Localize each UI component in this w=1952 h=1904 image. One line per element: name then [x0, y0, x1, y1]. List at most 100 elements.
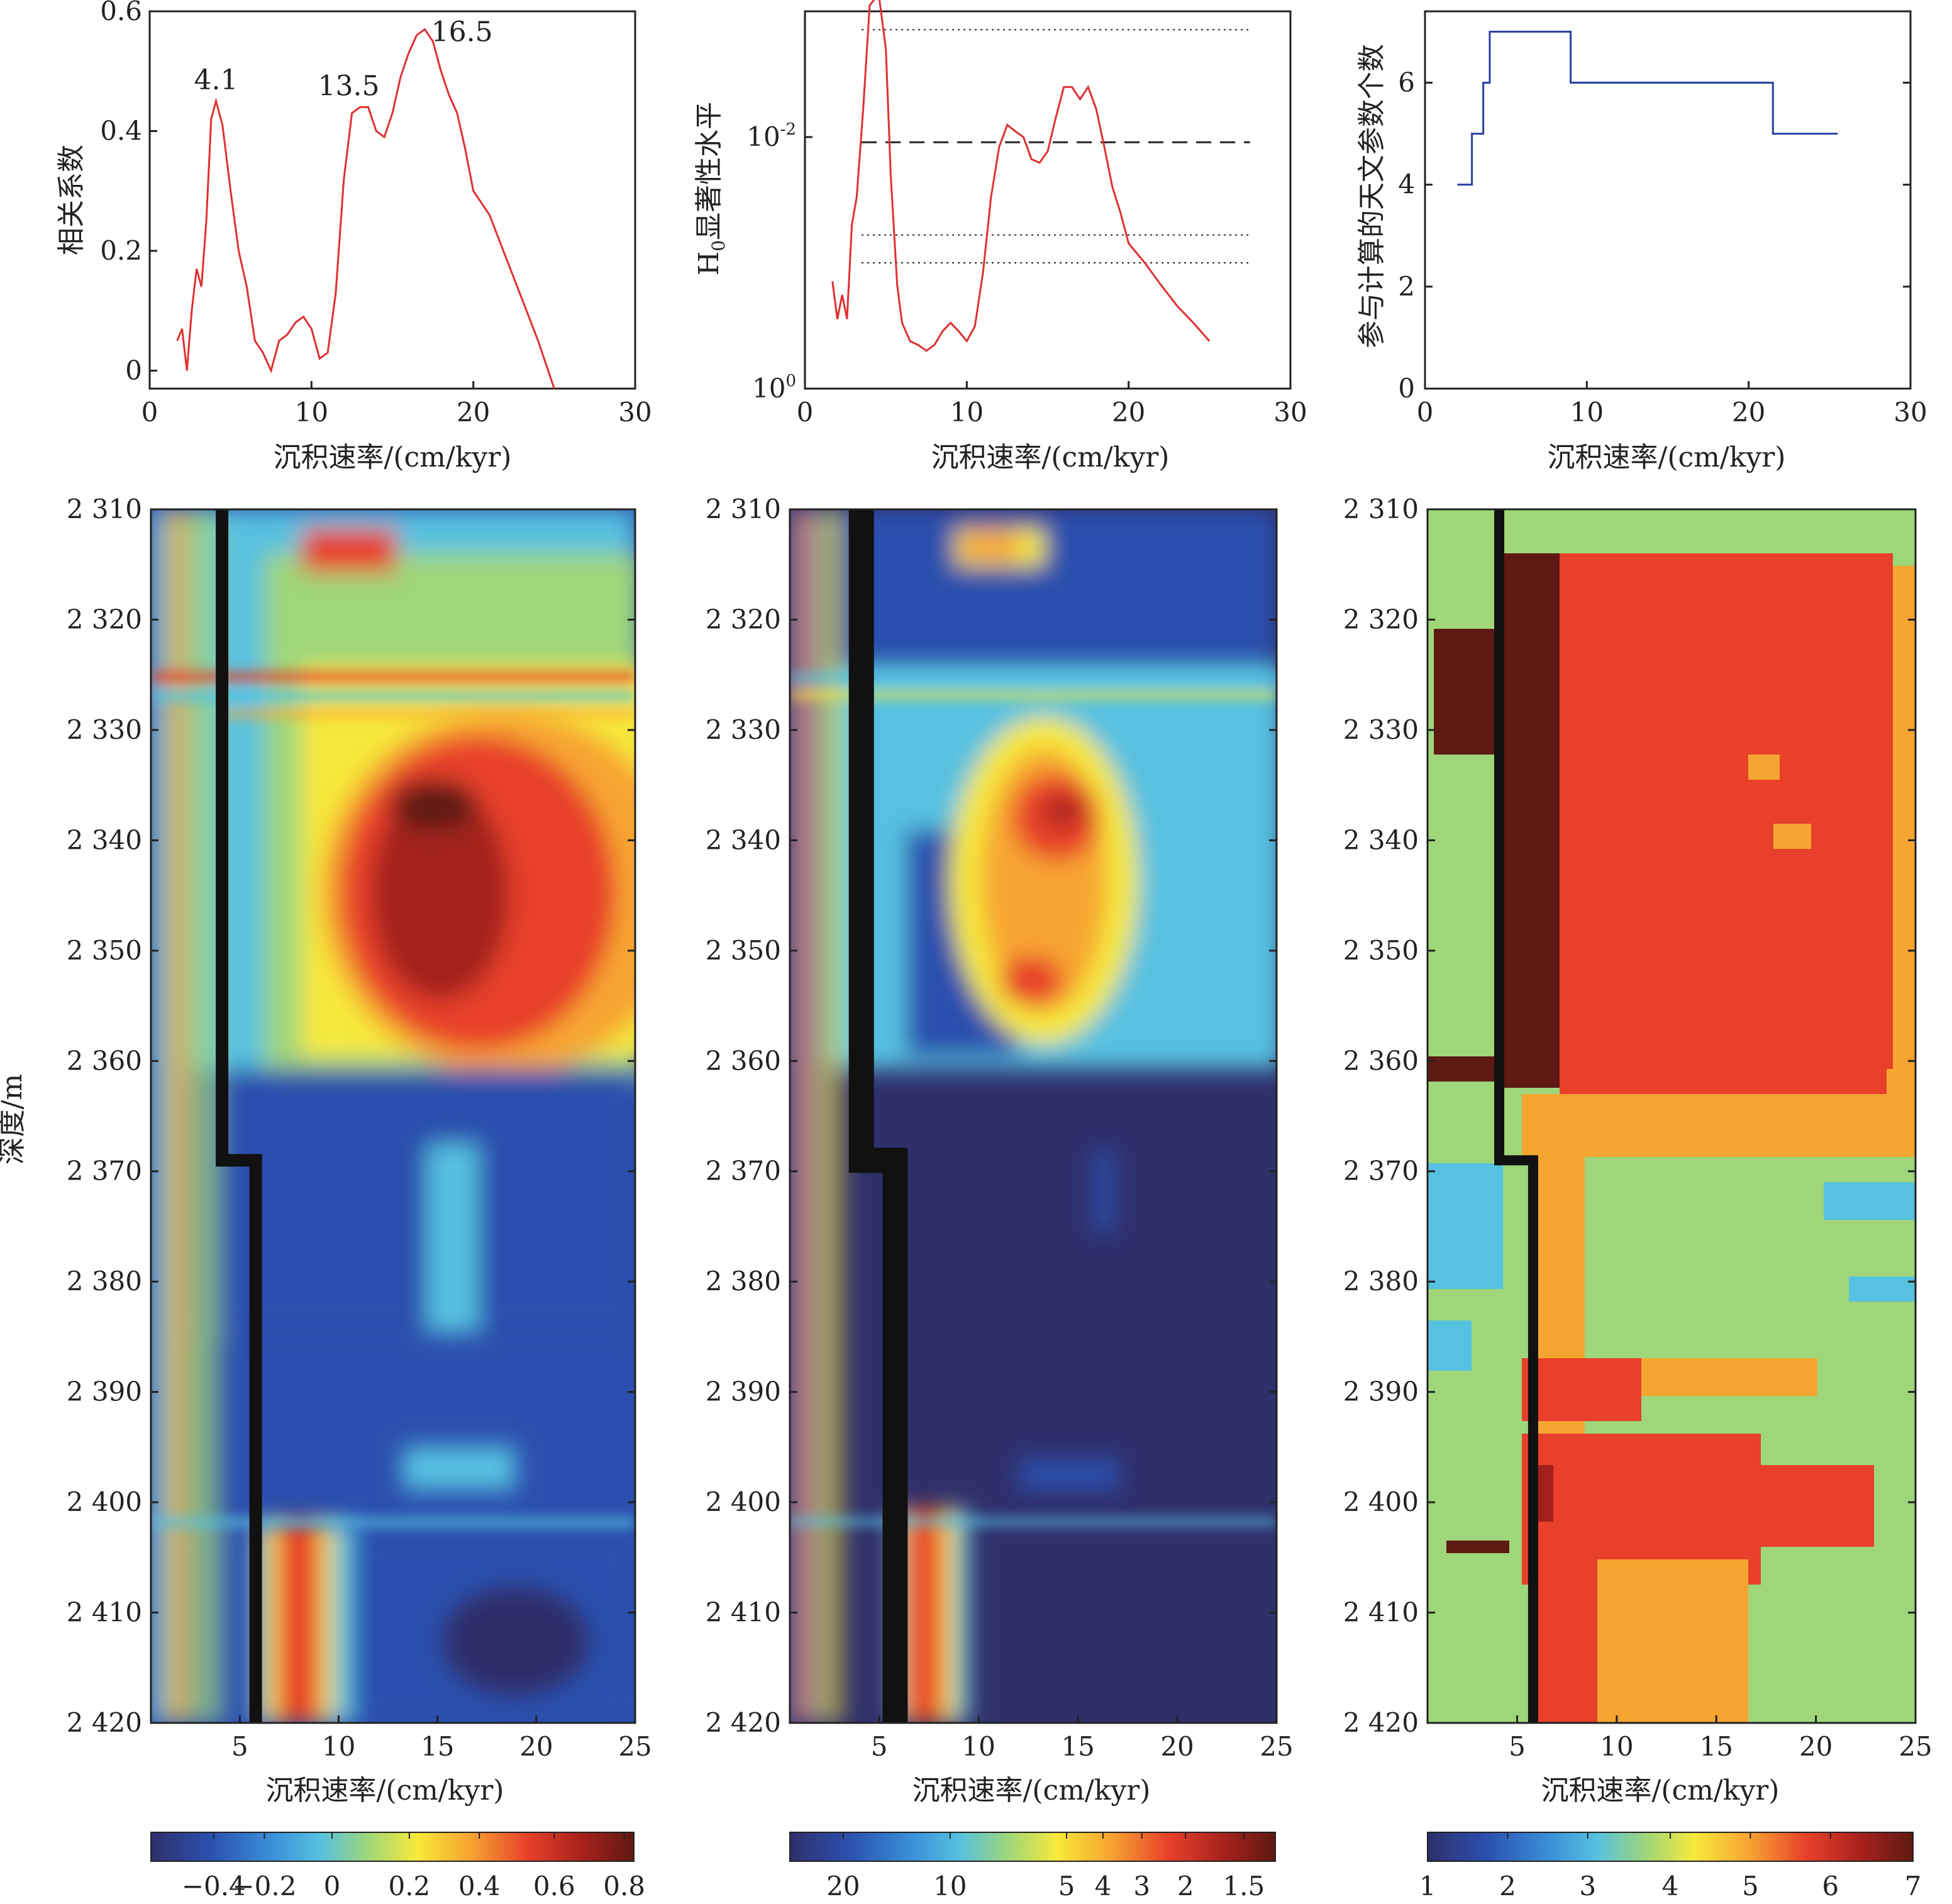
- y-tick-label: 2 350: [1343, 935, 1419, 966]
- x-tick-label: 10: [1600, 1731, 1633, 1762]
- x-tick-label: 10: [950, 397, 984, 428]
- y-tick-label: 2 420: [706, 1707, 781, 1738]
- colorbar-tick-label: 0.4: [458, 1871, 501, 1901]
- y-axis-label-subscript: 0: [708, 240, 729, 252]
- colorbar-labels: −0.4−0.2 0 0.2 0.4 0.6 0.8: [182, 1832, 645, 1901]
- x-axis-label: 沉积速率/(cm/kyr): [931, 441, 1170, 473]
- colorbar-tick-label: 5: [1058, 1871, 1075, 1901]
- x-tick-label: 10: [1570, 397, 1604, 428]
- x-tick-label: 10: [962, 1731, 995, 1762]
- x-axis-label: 沉积速率/(cm/kyr): [274, 441, 512, 473]
- y-tick-label: 2 370: [706, 1156, 781, 1187]
- y-tick-label: 2 390: [67, 1376, 142, 1407]
- x-tick-label: 25: [1260, 1731, 1293, 1762]
- x-tick-label: 0: [1417, 397, 1434, 428]
- y-tick-label: 2 380: [706, 1266, 781, 1297]
- y-tick-label: 0.4: [100, 115, 142, 146]
- y-tick-label: 2 420: [67, 1707, 142, 1738]
- colorbar-tick-label: −0.2: [232, 1871, 296, 1901]
- y-tick-label: 0: [125, 355, 142, 385]
- y-tick-label: 2 360: [706, 1045, 781, 1076]
- peak-label: 16.5: [431, 16, 493, 48]
- y-tick-label: 2 390: [1343, 1376, 1419, 1407]
- colorbar-tick-label: 4: [1662, 1871, 1679, 1901]
- colorbar-tick-label: 2: [1177, 1871, 1194, 1901]
- axis-ticks: 0 10 20 30 100 10-2: [746, 120, 1307, 428]
- x-tick-label: 25: [1899, 1731, 1932, 1762]
- param-count-step-line: [1457, 30, 1838, 186]
- x-tick-label: 5: [871, 1731, 888, 1762]
- x-axis-label: 沉积速率/(cm/kyr): [912, 1774, 1151, 1807]
- x-tick-label: 30: [1273, 397, 1307, 428]
- y-tick-label: 2 320: [1343, 604, 1419, 634]
- colorbar-tick-label: 1.5: [1223, 1871, 1265, 1901]
- y-tick-label: 2 320: [706, 604, 781, 634]
- x-tick-label: 25: [618, 1731, 652, 1762]
- y-axis-label: 深度/m: [0, 1074, 28, 1165]
- panel-correlation-curve: 0 10 20 30 0 0.2 0.4 0.6 4.1 13.5 16.5 沉积速率/(cm/k…: [55, 0, 652, 473]
- y-tick-label: 0.2: [100, 235, 142, 266]
- colorbar-tick-label: 1: [1419, 1871, 1436, 1901]
- y-tick-label: 6: [1398, 67, 1415, 98]
- x-tick-label: 10: [295, 397, 328, 428]
- y-tick-label: 2 350: [706, 935, 781, 966]
- optimal-rate-path: [1494, 509, 1538, 1723]
- peak-label: 13.5: [318, 70, 380, 102]
- optimal-rate-path: [848, 509, 908, 1723]
- y-tick-label: 2 380: [1343, 1266, 1419, 1297]
- y-tick-label: 2 310: [67, 494, 142, 524]
- plot-frame: [789, 508, 1278, 1724]
- y-tick-label: 2 320: [67, 604, 142, 634]
- y-tick-label: 0.6: [100, 0, 142, 26]
- y-tick-label: 2 410: [1343, 1597, 1419, 1628]
- x-tick-label: 20: [1732, 397, 1765, 428]
- x-tick-label: 20: [457, 397, 490, 428]
- x-axis-label: 沉积速率/(cm/kyr): [266, 1774, 504, 1807]
- y-tick-label: 4: [1398, 169, 1415, 200]
- plot-frame: [150, 508, 636, 1724]
- colorbar-tick-label: 10: [933, 1871, 967, 1901]
- x-tick-label: 0: [797, 397, 814, 428]
- y-tick-label: 2 350: [67, 935, 142, 966]
- reference-lines: [862, 29, 1250, 263]
- y-tick-label: 2 330: [1343, 714, 1419, 745]
- y-tick-label: 2 400: [706, 1486, 781, 1517]
- colorbar-tick-label: −0.4: [182, 1871, 246, 1901]
- colorbar-tick-label: 4: [1095, 1871, 1112, 1901]
- colorbar-tick-label: 6: [1822, 1871, 1839, 1901]
- axis-ticks: 5 10 15 20 25 2 310 2 320 2 330 2 340 2 350 2 360 2…: [67, 494, 652, 1762]
- colorbar-labels: 20 10 5 4 3 2 1.5: [826, 1832, 1265, 1901]
- colorbar-tick-label: 20: [826, 1871, 860, 1901]
- colorbar-tick-label: 2: [1499, 1871, 1516, 1901]
- x-tick-label: 5: [1509, 1731, 1526, 1762]
- x-axis-label: 沉积速率/(cm/kyr): [1548, 441, 1786, 473]
- heatmap-field: [151, 509, 635, 1723]
- y-tick-label: 2 410: [67, 1597, 142, 1628]
- x-tick-label: 0: [141, 397, 158, 428]
- axis-ticks: 0 10 20 30 0 0.2 0.4 0.6: [100, 0, 652, 428]
- y-tick-label: 10-2: [746, 120, 796, 152]
- x-tick-label: 10: [322, 1731, 355, 1762]
- significance-series-line: [831, 0, 1211, 352]
- y-tick-label: 2 400: [67, 1486, 142, 1517]
- y-tick-label: 2: [1398, 271, 1415, 302]
- heatmap-field: [1428, 509, 1916, 1723]
- y-axis-label: 参与计算的天文参数个数: [1356, 44, 1388, 348]
- x-axis-label: 沉积速率/(cm/kyr): [1541, 1774, 1780, 1807]
- axis-ticks: 5 10 15 20 25 2 310 2 320 2 330 2 340 2 350 2 360 2…: [1343, 494, 1933, 1762]
- plot-frame: [148, 10, 636, 390]
- y-tick-label: 2 410: [706, 1597, 781, 1628]
- x-tick-label: 30: [1894, 397, 1927, 428]
- x-tick-label: 20: [1112, 397, 1145, 428]
- colorbar-tick-label: 3: [1133, 1871, 1150, 1901]
- x-tick-label: 20: [1799, 1731, 1833, 1762]
- optimal-rate-path: [216, 509, 262, 1723]
- y-tick-label: 2 370: [67, 1156, 142, 1187]
- y-tick-label: 2 330: [706, 714, 781, 745]
- y-tick-label: 2 340: [67, 824, 142, 855]
- y-tick-label: 100: [752, 372, 796, 404]
- y-tick-label: 2 310: [706, 494, 781, 524]
